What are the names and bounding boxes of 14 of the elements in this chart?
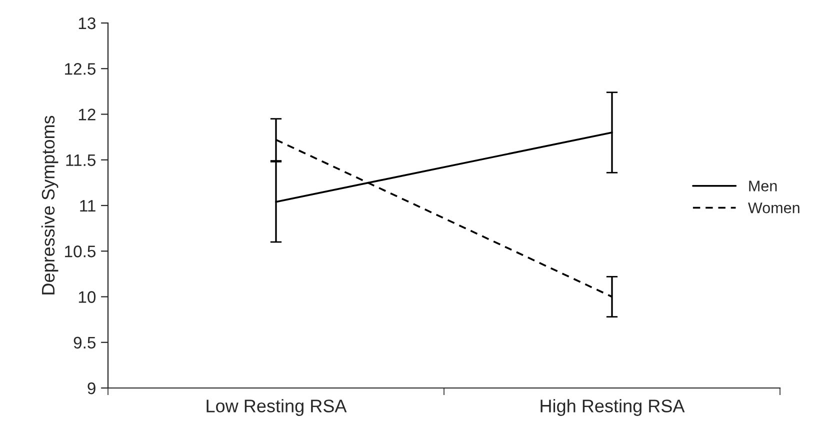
x-tick-label: High Resting RSA [540, 399, 685, 416]
y-tick-label: 11.5 [66, 154, 96, 166]
y-tick-label: 13 [78, 17, 96, 30]
y-tick-label: 12.5 [65, 63, 96, 75]
y-axis-title: Depressive Symptoms [41, 116, 58, 294]
legend-label: Women [748, 202, 800, 214]
y-tick-label: 11 [80, 200, 96, 212]
y-tick-label: 12 [78, 108, 96, 120]
x-tick-label: Low Resting RSA [206, 399, 347, 416]
y-tick-label: 10 [78, 291, 96, 303]
y-tick-label: 9.5 [74, 336, 96, 349]
y-tick-label: 10.5 [65, 246, 96, 258]
y-tick-label: 9 [88, 382, 96, 394]
legend-label: Men [749, 180, 777, 192]
